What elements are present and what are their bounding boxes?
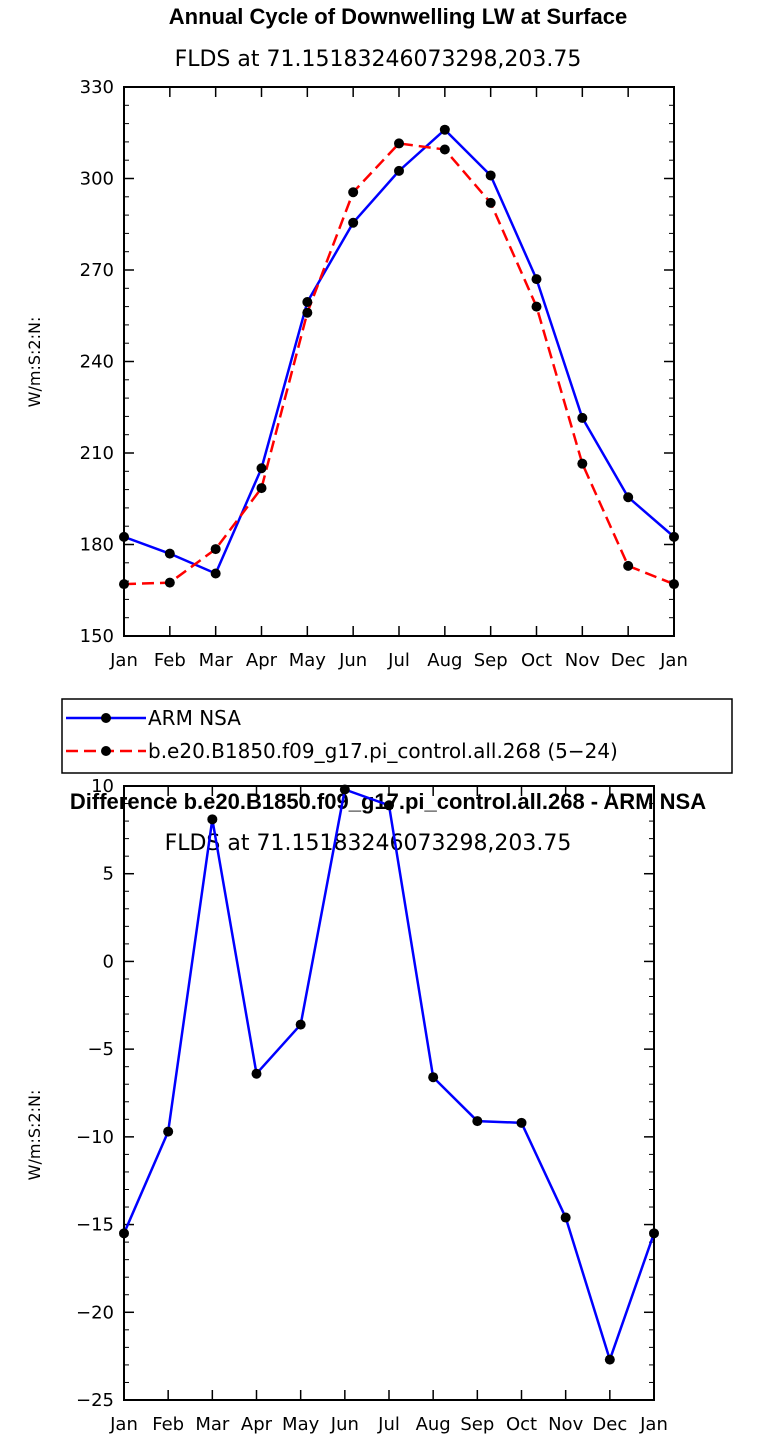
chart2-series-1-point [384, 800, 394, 811]
chart2-subtitle: FLDS at 71.15183246073298,203.75 [165, 831, 572, 856]
chart1-series-1-point [348, 217, 359, 228]
legend-marker-arm [101, 713, 111, 723]
chart1-series-1-point [394, 165, 404, 176]
chart1-series-2-point [164, 577, 175, 588]
chart2-series-1-point [295, 1019, 306, 1030]
chart1-ytick-label: 300 [80, 169, 114, 190]
chart1-series-2-point [439, 144, 450, 155]
chart2-xtick-label: Jan [639, 1414, 668, 1435]
chart2-series-1-point [119, 1228, 129, 1239]
chart1-series-2-point [256, 483, 267, 494]
chart2-xtick-label: May [282, 1414, 320, 1435]
chart1-series-1-point [119, 531, 129, 542]
chart2-xtick-label: Dec [592, 1414, 627, 1435]
chart1-series-1-point [210, 568, 221, 579]
chart2-series-1-point [339, 784, 350, 795]
chart1-series-1-point [577, 412, 588, 423]
legend-label-arm: ARM NSA [148, 706, 241, 730]
chart1-xtick-label: Jul [387, 650, 410, 671]
chart1-series-2-point [348, 187, 359, 198]
chart2-ytick-label: −15 [76, 1215, 114, 1236]
chart1-series-2-point [394, 138, 404, 149]
chart1-ytick-label: 180 [80, 535, 114, 556]
chart2-xtick-label: Aug [416, 1414, 451, 1435]
chart1-xtick-label: May [289, 650, 327, 671]
chart1-series-1-point [256, 463, 267, 474]
chart2-series-1-point [560, 1212, 571, 1223]
chart1-ylabel: W/m:S:2:N: [25, 317, 44, 408]
chart1-xtick-label: Jan [659, 650, 688, 671]
chart2-series-1-point [649, 1228, 659, 1239]
chart1-subtitle: FLDS at 71.15183246073298,203.75 [175, 47, 582, 72]
chart2-xtick-label: Sep [460, 1414, 494, 1435]
chart2-series-1-point [604, 1354, 615, 1365]
chart1-series-1-point [164, 548, 175, 559]
chart1-xtick-label: Jan [109, 650, 138, 671]
chart1-series-1-point [531, 274, 542, 285]
chart1-xtick-label: Nov [565, 650, 600, 671]
chart2-xtick-label: Mar [195, 1414, 230, 1435]
chart2-series-1-point [163, 1126, 174, 1137]
chart1-series-1-point [439, 124, 450, 135]
chart1-series-2-point [210, 544, 221, 555]
chart2-series-1-point [516, 1117, 527, 1128]
chart1-series-2-point [669, 579, 679, 590]
chart1-series-1-line [123, 128, 675, 575]
chart1-series-1-point [485, 170, 496, 181]
chart1-series-1-point [302, 297, 313, 308]
chart1-series-2-line [123, 142, 675, 586]
chart2-xtick-label: Nov [548, 1414, 583, 1435]
chart1-series-2-point [531, 301, 542, 312]
chart1-xtick-label: Feb [154, 650, 186, 671]
chart1-ytick-label: 240 [80, 352, 114, 373]
chart1-xtick-label: Jun [338, 650, 367, 671]
chart2-ytick-label: 10 [91, 776, 114, 797]
chart1-series-2-point [119, 579, 129, 590]
chart1-plot-area: 150 180 210 240 270 300 330 Jan Feb Mar Apr May Jun J… [80, 77, 688, 671]
chart2-plot-area: −25 −20 −15 −10 −5 0 5 10 Jan Feb Mar Apr May Jun Jul A… [76, 776, 668, 1435]
chart2-xtick-label: Oct [506, 1414, 537, 1435]
chart2-series-1-line [122, 788, 656, 1361]
chart2-ytick-label: −10 [76, 1127, 114, 1148]
chart2-ytick-label: 5 [103, 864, 114, 885]
chart1-ytick-label: 270 [80, 260, 114, 281]
chart1-series-2-point [577, 458, 588, 469]
chart2-xtick-label: Feb [152, 1414, 184, 1435]
chart2-xtick-label: Apr [241, 1414, 273, 1435]
chart1-xtick-label: Dec [611, 650, 646, 671]
chart2-ytick-label: 0 [103, 951, 114, 972]
chart1-xtick-label: Aug [427, 650, 462, 671]
chart2-series-1-point [472, 1116, 483, 1127]
chart2-ytick-label: −5 [87, 1039, 114, 1060]
chart2-series-1-point [251, 1068, 262, 1079]
chart1-series-2-point [485, 197, 496, 208]
legend-marker-model [101, 746, 111, 756]
chart1-series-1-point [669, 531, 679, 542]
legend-box [61, 698, 733, 774]
chart1-xtick-label: Sep [474, 650, 508, 671]
chart2-xtick-label: Jul [377, 1414, 400, 1435]
chart1-series-2-point [302, 307, 313, 318]
chart1-xtick-label: Apr [246, 650, 278, 671]
chart1-series-2-point [623, 560, 634, 571]
chart1-title: Annual Cycle of Downwelling LW at Surfac… [169, 4, 627, 29]
legend: ARM NSA b.e20.B1850.f09_g17.pi_control.a… [61, 698, 733, 774]
chart2-ytick-label: −25 [76, 1390, 114, 1411]
chart2-ylabel: W/m:S:2:N: [25, 1090, 44, 1181]
chart2-series-1-point [428, 1072, 439, 1083]
chart1-xtick-label: Mar [199, 650, 234, 671]
chart1-ytick-label: 210 [80, 443, 114, 464]
chart1-ytick-label: 150 [80, 626, 114, 647]
chart2-series-1-point [207, 814, 218, 825]
chart1-ytick-label: 330 [80, 77, 114, 98]
chart1-series-1-point [623, 492, 634, 503]
chart2-xtick-label: Jan [109, 1414, 138, 1435]
chart2-ytick-label: −20 [76, 1302, 114, 1323]
legend-label-model: b.e20.B1850.f09_g17.pi_control.all.268 (… [148, 739, 618, 763]
chart2-xtick-label: Jun [330, 1414, 359, 1435]
chart1-xtick-label: Oct [521, 650, 552, 671]
